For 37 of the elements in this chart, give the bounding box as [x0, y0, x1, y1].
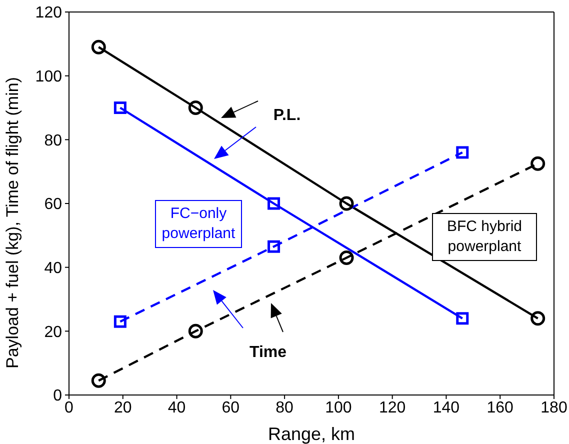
- point: [339, 250, 354, 266]
- point: [91, 40, 106, 54]
- x-tick-label: 140: [432, 399, 460, 416]
- annotation: Time: [248, 343, 288, 363]
- annotation: BFC hybrid powerplant: [432, 213, 537, 261]
- x-tick-label: 40: [168, 399, 186, 416]
- point: [268, 197, 280, 210]
- point: [268, 240, 280, 253]
- x-tick-label: 100: [325, 399, 352, 416]
- point: [456, 312, 469, 325]
- y-tick-label: 100: [35, 68, 62, 86]
- y-axis-title: Payload + fuel (kg), Time of flight (min): [3, 77, 22, 368]
- point: [530, 156, 546, 171]
- x-tick-label: 20: [114, 399, 132, 416]
- x-tick-label: 0: [64, 399, 74, 416]
- point: [339, 196, 354, 211]
- y-tick-label: 40: [44, 260, 62, 278]
- point: [114, 315, 126, 328]
- annotation: P.L.: [272, 106, 302, 126]
- point: [91, 373, 106, 388]
- point: [188, 324, 203, 338]
- point: [188, 100, 203, 115]
- y-tick-label: 20: [44, 324, 62, 341]
- point: [530, 311, 546, 326]
- point: [456, 146, 469, 159]
- annotation: FC−only powerplant: [155, 200, 242, 248]
- x-tick-label: 180: [540, 399, 568, 416]
- point: [114, 102, 126, 114]
- x-axis-title: Range, km: [268, 424, 356, 444]
- y-tick-label: 120: [35, 4, 62, 22]
- x-tick-label: 80: [276, 399, 294, 416]
- y-tick-label: 80: [44, 132, 62, 150]
- x-tick-label: 160: [486, 399, 514, 416]
- x-tick-label: 60: [222, 399, 240, 416]
- y-tick-label: 0: [53, 388, 62, 405]
- y-tick-label: 60: [44, 196, 62, 214]
- x-tick-label: 120: [378, 399, 406, 416]
